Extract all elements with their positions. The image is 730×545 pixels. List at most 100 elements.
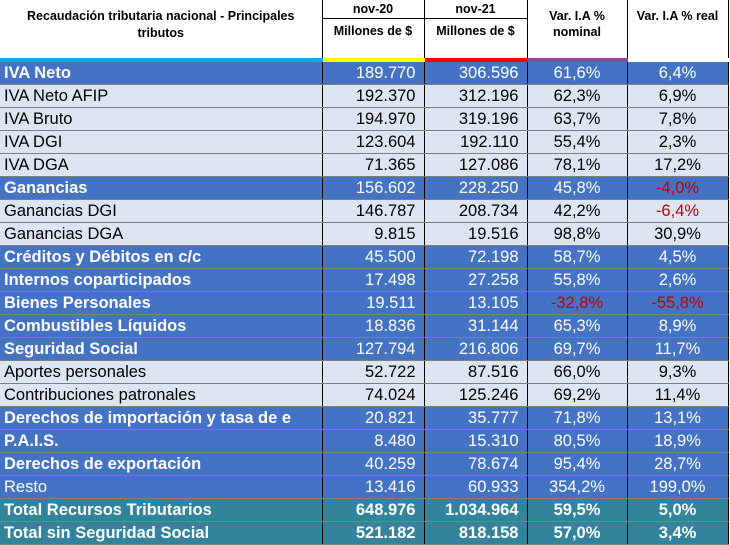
var-nominal: 354,2% xyxy=(527,475,628,499)
table-row: IVA Bruto 194.970 319.196 63,7% 7,8% xyxy=(0,107,729,131)
value-nov21: 208.734 xyxy=(424,199,528,223)
row-label: IVA DGI xyxy=(0,130,323,154)
var-real: 2,3% xyxy=(627,130,729,154)
value-nov20: 146.787 xyxy=(322,199,425,223)
header-nov21: nov-21 Millones de $ xyxy=(424,0,528,62)
table-row: Contribuciones patronales 74.024 125.246 69… xyxy=(0,383,729,407)
var-nominal: 62,3% xyxy=(527,84,628,108)
value-nov21: 60.933 xyxy=(424,475,528,499)
row-label: IVA Neto xyxy=(0,60,323,85)
var-nominal: 69,2% xyxy=(527,383,628,407)
value-nov20: 74.024 xyxy=(322,383,425,407)
header-nov21-unit: Millones de $ xyxy=(436,24,515,38)
var-nominal: 78,1% xyxy=(527,153,628,177)
var-real: 9,3% xyxy=(627,360,729,384)
value-nov21: 818.158 xyxy=(424,521,528,545)
value-nov20: 123.604 xyxy=(322,130,425,154)
table-row: IVA DGI 123.604 192.110 55,4% 2,3% xyxy=(0,130,729,154)
header-nov21-period: nov-21 xyxy=(424,0,526,19)
value-nov20: 194.970 xyxy=(322,107,425,131)
value-nov21: 306.596 xyxy=(424,60,528,85)
table-row: Resto 13.416 60.933 354,2% 199,0% xyxy=(0,475,729,499)
row-label: Total sin Seguridad Social xyxy=(0,521,323,545)
table-row: IVA DGA 71.365 127.086 78,1% 17,2% xyxy=(0,153,729,177)
var-real: 3,4% xyxy=(627,521,729,545)
value-nov21: 127.086 xyxy=(424,153,528,177)
var-real: 2,6% xyxy=(627,268,729,292)
header-nov20-period: nov-20 xyxy=(322,0,423,19)
var-real: 4,5% xyxy=(627,245,729,269)
table-title: Recaudación tributaria nacional - Princi… xyxy=(0,0,323,62)
var-nominal: 58,7% xyxy=(527,245,628,269)
value-nov21: 31.144 xyxy=(424,314,528,338)
row-label: Ganancias DGA xyxy=(0,222,323,246)
table-row: Créditos y Débitos en c/c 45.500 72.198 58,… xyxy=(0,245,729,269)
var-real: 6,4% xyxy=(627,60,729,85)
var-nominal: 66,0% xyxy=(527,360,628,384)
var-nominal: 98,8% xyxy=(527,222,628,246)
row-label: Derechos de importación y tasa de e xyxy=(0,406,323,430)
value-nov20: 20.821 xyxy=(322,406,425,430)
var-nominal: 69,7% xyxy=(527,337,628,361)
var-real: 17,2% xyxy=(627,153,729,177)
row-label: Combustibles Líquidos xyxy=(0,314,323,338)
row-label: Ganancias xyxy=(0,176,323,200)
var-nominal: 55,8% xyxy=(527,268,628,292)
var-nominal: 71,8% xyxy=(527,406,628,430)
table-row: IVA Neto AFIP 192.370 312.196 62,3% 6,9% xyxy=(0,84,729,108)
value-nov20: 13.416 xyxy=(322,475,425,499)
table-body: IVA Neto 189.770 306.596 61,6% 6,4% IVA Neto … xyxy=(0,60,729,545)
value-nov20: 648.976 xyxy=(322,498,425,522)
value-nov21: 125.246 xyxy=(424,383,528,407)
var-nominal: 61,6% xyxy=(527,60,628,85)
row-label: Seguridad Social xyxy=(0,337,323,361)
row-label: Resto xyxy=(0,475,323,499)
var-nominal: 45,8% xyxy=(527,176,628,200)
table-row: Bienes Personales 19.511 13.105 -32,8% -55,8… xyxy=(0,291,729,315)
table-row: Total sin Seguridad Social 521.182 818.158… xyxy=(0,521,729,545)
var-nominal: 80,5% xyxy=(527,429,628,453)
var-real: 7,8% xyxy=(627,107,729,131)
var-real: 199,0% xyxy=(627,475,729,499)
var-nominal: 63,7% xyxy=(527,107,628,131)
var-real: -55,8% xyxy=(627,291,729,315)
value-nov20: 9.815 xyxy=(322,222,425,246)
value-nov21: 1.034.964 xyxy=(424,498,528,522)
row-label: Bienes Personales xyxy=(0,291,323,315)
value-nov20: 40.259 xyxy=(322,452,425,476)
value-nov21: 35.777 xyxy=(424,406,528,430)
var-real: 28,7% xyxy=(627,452,729,476)
value-nov20: 52.722 xyxy=(322,360,425,384)
var-nominal: 65,3% xyxy=(527,314,628,338)
var-real: 6,9% xyxy=(627,84,729,108)
value-nov20: 71.365 xyxy=(322,153,425,177)
row-label: IVA DGA xyxy=(0,153,323,177)
table-row: Derechos de exportación 40.259 78.674 95,4%… xyxy=(0,452,729,476)
row-label: IVA Bruto xyxy=(0,107,323,131)
row-label: Créditos y Débitos en c/c xyxy=(0,245,323,269)
value-nov21: 312.196 xyxy=(424,84,528,108)
value-nov20: 127.794 xyxy=(322,337,425,361)
value-nov20: 192.370 xyxy=(322,84,425,108)
value-nov21: 319.196 xyxy=(424,107,528,131)
value-nov20: 189.770 xyxy=(322,60,425,85)
value-nov20: 17.498 xyxy=(322,268,425,292)
var-real: 11,7% xyxy=(627,337,729,361)
var-real: 5,0% xyxy=(627,498,729,522)
table-row: Combustibles Líquidos 18.836 31.144 65,3% 8,… xyxy=(0,314,729,338)
table-row: Derechos de importación y tasa de e 20.82… xyxy=(0,406,729,430)
var-nominal: 59,5% xyxy=(527,498,628,522)
value-nov21: 15.310 xyxy=(424,429,528,453)
value-nov20: 8.480 xyxy=(322,429,425,453)
value-nov21: 216.806 xyxy=(424,337,528,361)
var-real: 8,9% xyxy=(627,314,729,338)
table-row: Ganancias 156.602 228.250 45,8% -4,0% xyxy=(0,176,729,200)
row-label: Aportes personales xyxy=(0,360,323,384)
var-real: -4,0% xyxy=(627,176,729,200)
var-nominal: 57,0% xyxy=(527,521,628,545)
var-real: 13,1% xyxy=(627,406,729,430)
value-nov21: 13.105 xyxy=(424,291,528,315)
row-label: P.A.I.S. xyxy=(0,429,323,453)
value-nov20: 18.836 xyxy=(322,314,425,338)
